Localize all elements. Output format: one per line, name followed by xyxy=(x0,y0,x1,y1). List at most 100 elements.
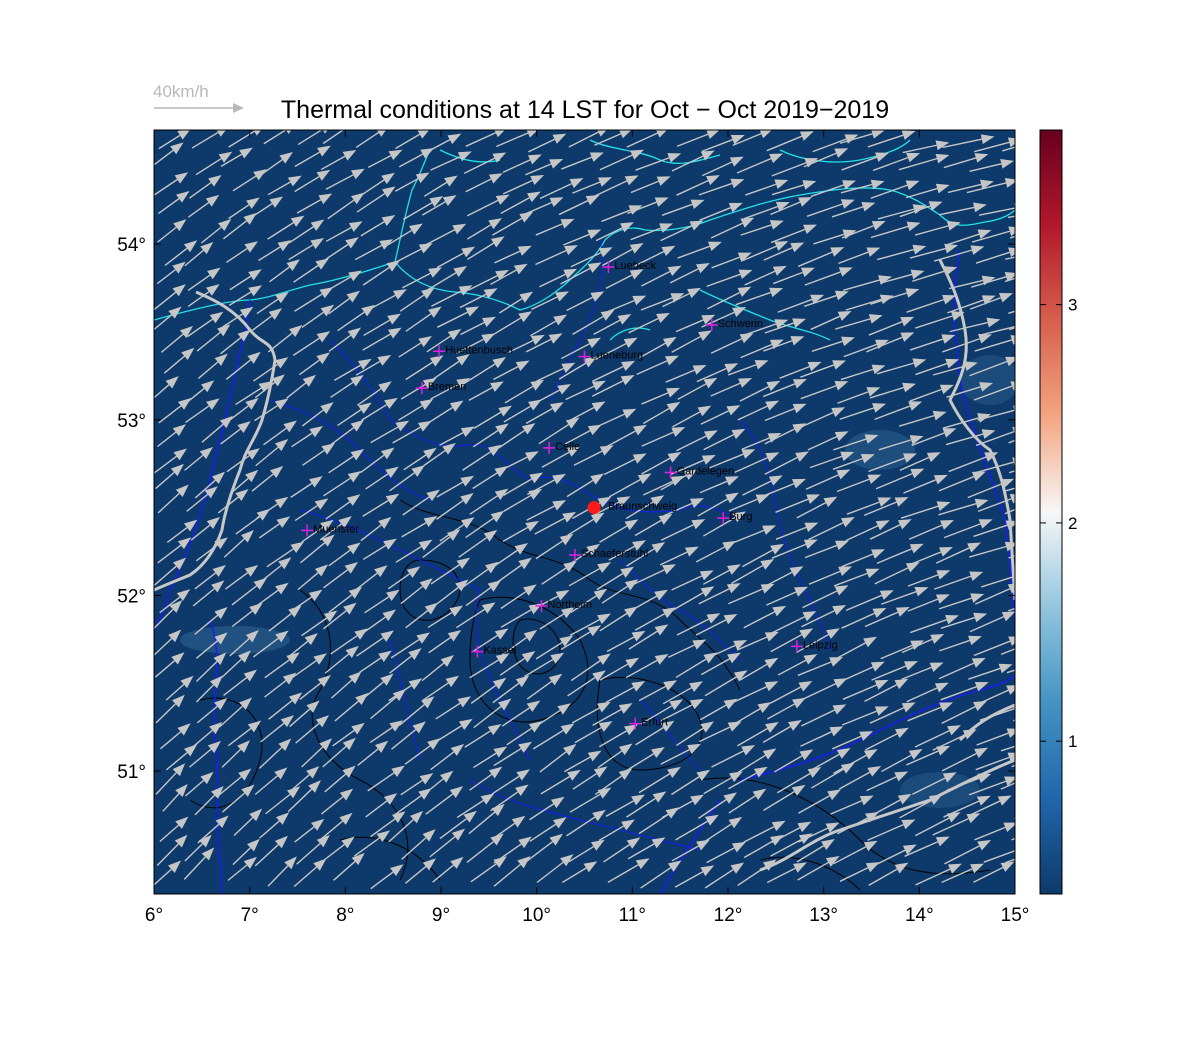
wind-arrow xyxy=(356,186,396,213)
wind-arrow xyxy=(605,794,645,818)
wind-arrow xyxy=(947,295,996,314)
wind-arrow xyxy=(218,768,252,796)
wind-arrow xyxy=(973,636,1015,657)
wind-arrow xyxy=(832,453,875,470)
wind-arrow xyxy=(534,512,577,535)
wind-arrow xyxy=(905,183,950,199)
wind-arrow xyxy=(744,319,789,336)
wind-arrow xyxy=(638,336,677,359)
wind-arrow xyxy=(800,704,847,727)
wind-arrow xyxy=(743,834,784,859)
wind-arrow xyxy=(932,813,981,836)
wind-arrow xyxy=(400,773,434,796)
wind-arrow xyxy=(456,793,495,819)
wind-arrow xyxy=(706,841,746,864)
wind-arrow xyxy=(969,611,1015,633)
wind-arrow xyxy=(267,175,302,196)
wind-arrow xyxy=(677,241,722,259)
wind-arrow xyxy=(736,722,779,747)
wind-arrow xyxy=(808,517,855,541)
wind-arrow xyxy=(225,351,261,380)
wind-arrow xyxy=(328,290,361,315)
wind-arrow xyxy=(540,769,581,795)
wind-arrow xyxy=(435,696,472,720)
wind-arrow xyxy=(775,522,819,540)
wind-arrow xyxy=(933,245,985,262)
wind-arrow xyxy=(464,723,502,748)
wind-arrow xyxy=(973,381,1015,401)
wind-arrow xyxy=(733,702,772,725)
wind-arrow xyxy=(665,365,707,383)
wind-arrow xyxy=(642,401,681,425)
wind-arrow xyxy=(294,498,329,522)
wind-arrow xyxy=(973,520,1015,538)
city-label: Schwerin xyxy=(718,318,763,330)
wind-arrow xyxy=(742,543,784,568)
wind-arrow xyxy=(603,453,647,476)
wind-arrow xyxy=(866,332,915,353)
wind-arrow xyxy=(560,262,602,285)
wind-arrow xyxy=(939,202,987,216)
wind-arrow xyxy=(430,378,471,400)
wind-arrow xyxy=(402,489,440,516)
wind-arrow xyxy=(914,725,962,748)
wind-arrow xyxy=(184,446,213,471)
wind-arrow xyxy=(641,452,682,475)
wind-arrow xyxy=(607,858,650,883)
wind-arrow xyxy=(703,771,743,795)
wind-arrow xyxy=(675,814,719,841)
wind-arrow xyxy=(362,260,401,286)
wind-arrow xyxy=(154,376,179,399)
wind-arrow xyxy=(301,402,334,427)
wind-arrow xyxy=(743,820,786,843)
wind-arrow xyxy=(967,478,1015,499)
wind-arrow xyxy=(156,261,186,285)
wind-arrow xyxy=(469,488,509,515)
wind-arrow xyxy=(328,449,365,474)
wind-arrow xyxy=(187,194,220,218)
wind-arrow xyxy=(804,540,849,559)
wind-arrow xyxy=(966,178,1015,194)
wind-arrow xyxy=(422,529,461,558)
wind-arrow xyxy=(833,568,880,587)
wind-arrow xyxy=(405,355,444,381)
wind-arrow xyxy=(154,284,186,310)
wind-arrow xyxy=(158,130,190,150)
wind-arrow xyxy=(398,335,432,358)
wind-arrow xyxy=(187,267,221,292)
wind-arrow xyxy=(946,382,994,398)
wind-arrow xyxy=(299,675,331,700)
wind-arrow xyxy=(473,698,512,729)
wind-arrow xyxy=(592,703,633,726)
state-borders xyxy=(269,239,831,851)
wind-arrow xyxy=(220,650,251,679)
wind-arrow xyxy=(898,410,947,427)
wind-arrow xyxy=(770,833,813,857)
wind-arrow xyxy=(910,547,953,565)
wind-arrow xyxy=(840,179,885,194)
wind-arrow xyxy=(898,153,950,171)
map-panel: Luebeck Schwerin Huettenbusch Lueneburg Brem… xyxy=(117,129,1029,926)
city-schaeferstuhl: Schaeferstuhl xyxy=(568,548,648,562)
wind-arrow xyxy=(229,269,262,291)
wind-arrow xyxy=(493,360,530,381)
wind-arrow xyxy=(699,202,743,221)
wind-arrow xyxy=(261,151,293,175)
wind-arrow xyxy=(500,191,541,215)
wind-arrow xyxy=(267,324,303,353)
wind-arrow xyxy=(337,402,372,427)
wind-arrow xyxy=(525,402,564,425)
wind-arrow xyxy=(365,793,398,818)
wind-arrow xyxy=(796,839,835,863)
wind-arrow xyxy=(370,420,410,444)
wind-arrow xyxy=(899,201,943,218)
wind-arrow xyxy=(869,702,916,724)
wind-arrow xyxy=(734,452,780,473)
wind-arrow xyxy=(223,669,257,696)
wind-arrow xyxy=(365,466,399,490)
wind-arrow xyxy=(671,330,712,353)
wind-arrow xyxy=(974,335,1015,352)
wind-arrow xyxy=(881,269,925,284)
wind-arrow xyxy=(769,680,813,704)
wind-arrow xyxy=(295,715,330,744)
